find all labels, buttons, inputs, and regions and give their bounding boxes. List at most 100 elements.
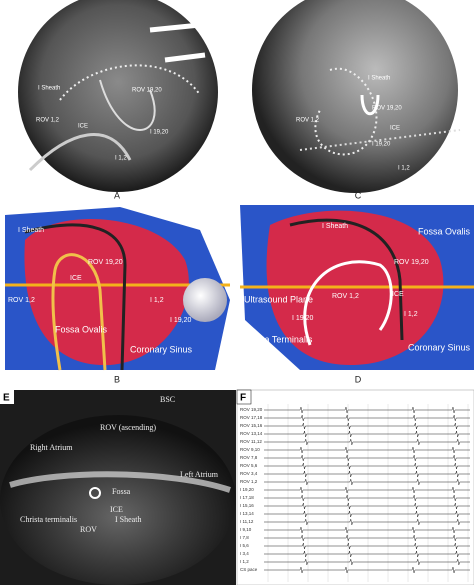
ecg-trace: [264, 446, 470, 454]
label: Fossa: [112, 487, 131, 496]
label: ICE: [110, 505, 123, 514]
label: I 1,2: [404, 311, 418, 318]
ecg-trace: [264, 518, 470, 526]
ice-catheter: [89, 487, 101, 499]
ecg-trace: [264, 534, 470, 542]
label: ROV 1,2: [36, 118, 60, 124]
catheter: [303, 260, 393, 346]
letter-box: [236, 389, 252, 405]
channel-label: ROV 9,10: [240, 447, 260, 452]
catheter: [59, 64, 201, 101]
channel-label: I 17,18: [240, 495, 254, 500]
ecg-background: [236, 389, 474, 585]
fluoroscopy-image: [18, 0, 218, 192]
echo-band: [9, 471, 231, 493]
channel-label: ROV 3,4: [240, 471, 258, 476]
label: ICE: [392, 291, 404, 298]
catheter: [99, 79, 156, 131]
label: I Sheath: [38, 86, 60, 92]
panel-letter: D: [355, 374, 362, 384]
ecg-trace: [264, 470, 470, 478]
channel-label: I 13,14: [240, 511, 254, 516]
ecg-trace: [264, 526, 470, 534]
ecg-trace: [264, 566, 470, 574]
ecg-trace: [264, 462, 470, 470]
label: I Sheath: [115, 515, 141, 524]
channel-label: ROV 11,12: [240, 439, 262, 444]
ecg-trace: [264, 414, 470, 422]
channel-label: I 1,2: [240, 559, 249, 564]
label: ROV 19,20: [394, 259, 429, 266]
label: Coronary Sinus: [408, 342, 471, 352]
ecg-trace: [264, 486, 470, 494]
label: Coronary Sinus: [130, 344, 193, 354]
coronary-sinus: [183, 278, 227, 322]
label: I 1,2: [150, 297, 164, 304]
fluoroscopy-image: [252, 0, 458, 193]
channel-label: ROV 17,18: [240, 415, 263, 420]
label: I 19,20: [292, 315, 314, 322]
label: I 19,20: [150, 130, 169, 136]
label: Left Atrium: [180, 470, 219, 479]
sheath: [24, 223, 127, 371]
label: Christa terminalis: [20, 515, 77, 524]
panel-letter: E: [3, 393, 10, 404]
ecg-trace: [264, 454, 470, 462]
catheter: [360, 94, 380, 116]
ultrasound-image: [0, 415, 236, 585]
label: ROV 1,2: [296, 118, 320, 124]
label: Fossa Ovalis: [418, 226, 471, 236]
panel-a: I Sheath ROV 19,20 ROV 1,2 ICE I 19,20 I…: [18, 0, 218, 200]
label: I 1,2: [398, 166, 410, 172]
ecg-trace: [264, 558, 470, 566]
ecg-trace: [264, 502, 470, 510]
ecg-trace: [264, 438, 470, 446]
panel-letter: C: [355, 190, 362, 200]
ecg-trace: [264, 406, 470, 414]
label: ROV 19,20: [372, 106, 402, 112]
label: ICE: [78, 124, 88, 130]
channel-label: ROV 1,2: [240, 479, 258, 484]
channel-label: ROV 5,6: [240, 463, 258, 468]
ecg-trace: [264, 542, 470, 550]
channel-label: ROV 19,20: [240, 407, 263, 412]
catheter: [314, 67, 378, 156]
label: I 1,2: [115, 156, 127, 162]
label: BSC: [160, 395, 175, 404]
catheter: [51, 253, 107, 371]
ecg-trace: [264, 478, 470, 486]
label: ICE: [390, 126, 400, 132]
channel-label: I 9,10: [240, 527, 252, 532]
letter-box: [0, 390, 14, 404]
panel-e: E BSC ROV (ascending) Right Atrium Left …: [0, 390, 236, 585]
channel-label: I 7,8: [240, 535, 249, 540]
channel-label: CS pace: [240, 567, 258, 572]
catheter: [28, 133, 132, 172]
catheter: [299, 129, 461, 151]
channel-label: ROV 7,8: [240, 455, 258, 460]
panel-letter: A: [114, 190, 120, 200]
ecg-trace: [264, 550, 470, 558]
label: I Sheath: [368, 76, 390, 82]
panel-c: I Sheath ROV 19,20 ROV 1,2 ICE I 19,20 I…: [252, 0, 461, 200]
label: ROV (ascending): [100, 423, 156, 432]
ecg-trace: [264, 422, 470, 430]
device: [149, 22, 206, 63]
panel-d: I Sheath Fossa Ovalis ROV 19,20 Ultrasou…: [240, 205, 474, 384]
channel-label: I 3,4: [240, 551, 249, 556]
sheath: [289, 218, 404, 341]
label: ICE: [70, 275, 82, 282]
channel-label: I 11,12: [240, 519, 254, 524]
ecg-trace: [264, 494, 470, 502]
label: ROV 1,2: [8, 297, 35, 304]
label: ROV 1,2: [332, 293, 359, 300]
channel-label: I 5,6: [240, 543, 249, 548]
ecg-trace: [264, 430, 470, 438]
label: I 19,20: [372, 142, 391, 148]
panel-f: F ROV 19,20 ROV 17,18 ROV 15,16 ROV 13,14 RO…: [236, 389, 474, 585]
channel-label: ROV 15,16: [240, 423, 263, 428]
label: I Sheath: [322, 223, 348, 230]
label: I 19,20: [170, 317, 192, 324]
panel-letter: B: [114, 374, 120, 384]
